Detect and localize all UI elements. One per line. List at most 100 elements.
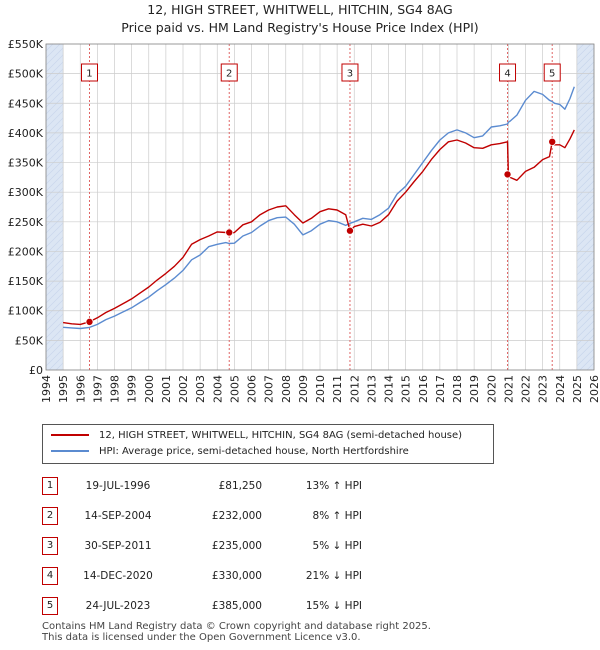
x-tick-label: 1994 bbox=[40, 375, 53, 403]
hatch-line bbox=[576, 47, 595, 66]
hatch-line bbox=[45, 75, 64, 94]
hatch-line bbox=[576, 334, 595, 353]
hatch-line bbox=[576, 271, 595, 290]
sale-number-badge: 5 bbox=[42, 597, 58, 615]
x-tick-label: 2008 bbox=[280, 375, 293, 403]
table-row: 4 14-DEC-2020 £330,000 21% ↓ HPI bbox=[42, 561, 362, 591]
hatch-line bbox=[576, 96, 595, 115]
y-tick-label: £500K bbox=[8, 68, 44, 81]
y-tick-label: £400K bbox=[8, 127, 44, 140]
x-tick-label: 2013 bbox=[365, 375, 378, 403]
x-tick-label: 2022 bbox=[520, 375, 533, 403]
hatch-line bbox=[576, 117, 595, 136]
sale-hpi-diff: 15% ↓ HPI bbox=[305, 600, 362, 612]
table-row: 5 24-JUL-2023 £385,000 15% ↓ HPI bbox=[42, 591, 362, 621]
hatch-line bbox=[48, 355, 64, 371]
sale-number-badge: 4 bbox=[42, 567, 58, 585]
legend-swatch-hpi bbox=[51, 450, 89, 452]
sale-marker-box bbox=[341, 63, 359, 82]
x-tick-label: 2004 bbox=[211, 375, 224, 403]
property-price-line bbox=[63, 129, 575, 326]
x-tick-label: 2003 bbox=[194, 375, 207, 403]
hatch-line bbox=[45, 117, 64, 136]
hatch-line bbox=[45, 187, 64, 206]
hatch-line bbox=[45, 54, 64, 73]
hatch-line bbox=[45, 215, 64, 234]
x-tick-label: 2014 bbox=[383, 375, 396, 403]
hatch-line bbox=[576, 264, 595, 283]
sale-number-badge: 2 bbox=[42, 507, 58, 525]
y-tick-label: £450K bbox=[8, 97, 44, 110]
sale-marker-label: 3 bbox=[347, 69, 353, 80]
sale-marker-label: 2 bbox=[226, 69, 232, 80]
x-tick-label: 2005 bbox=[228, 375, 241, 403]
hatch-line bbox=[45, 257, 64, 276]
hatch-line bbox=[45, 229, 64, 248]
sale-marker-box bbox=[499, 63, 517, 82]
hatch-line bbox=[45, 131, 64, 150]
x-tick-label: 2025 bbox=[571, 375, 584, 403]
hatch-line bbox=[576, 306, 595, 325]
x-tick-label: 2016 bbox=[417, 375, 430, 403]
x-tick-label: 2012 bbox=[348, 375, 361, 403]
hatch-line bbox=[576, 187, 595, 206]
hatch-line bbox=[45, 278, 64, 297]
sale-hpi-diff: 13% ↑ HPI bbox=[305, 480, 362, 492]
hatch-line bbox=[45, 320, 64, 339]
sale-number-badge: 1 bbox=[42, 477, 58, 495]
hatch-line bbox=[45, 313, 64, 332]
sale-marker-box bbox=[543, 63, 561, 82]
shaded-region bbox=[46, 44, 64, 370]
x-tick-label: 2023 bbox=[537, 375, 550, 403]
sale-marker-label: 1 bbox=[86, 69, 92, 80]
sale-point bbox=[548, 137, 557, 146]
y-tick-label: £0 bbox=[29, 364, 43, 377]
hatch-line bbox=[45, 145, 64, 164]
hatch-line bbox=[576, 327, 595, 346]
sale-price: £385,000 bbox=[211, 600, 262, 612]
x-tick-label: 2017 bbox=[434, 375, 447, 403]
footer-licence: This data is licensed under the Open Gov… bbox=[42, 632, 361, 643]
x-tick-label: 2007 bbox=[263, 375, 276, 403]
hatch-line bbox=[576, 138, 595, 157]
table-row: 3 30-SEP-2011 £235,000 5% ↓ HPI bbox=[42, 531, 362, 561]
plot-frame bbox=[45, 43, 595, 371]
y-tick-label: £350K bbox=[8, 157, 44, 170]
hatch-line bbox=[576, 243, 595, 262]
sale-price: £235,000 bbox=[211, 540, 262, 552]
hatch-line bbox=[576, 103, 595, 122]
hatch-line bbox=[45, 103, 64, 122]
chart-legend: 12, HIGH STREET, WHITWELL, HITCHIN, SG4 … bbox=[42, 424, 494, 464]
hatch-line bbox=[576, 229, 595, 248]
hatch-line bbox=[45, 271, 64, 290]
hatch-line bbox=[45, 334, 64, 353]
hatch-line bbox=[576, 313, 595, 332]
sale-point bbox=[225, 228, 234, 237]
sale-date: 30-SEP-2011 bbox=[84, 540, 152, 552]
hatch-line bbox=[576, 124, 595, 143]
chart-title-address: 12, HIGH STREET, WHITWELL, HITCHIN, SG4 … bbox=[147, 2, 453, 17]
hatch-line bbox=[45, 306, 64, 325]
x-tick-label: 2021 bbox=[502, 375, 515, 403]
hatch-line bbox=[45, 152, 64, 171]
hatch-line bbox=[576, 61, 595, 80]
hatch-line bbox=[45, 201, 64, 220]
y-tick-label: £50K bbox=[15, 334, 44, 347]
hatch-line bbox=[45, 243, 64, 262]
hatch-line bbox=[45, 173, 64, 192]
hatch-line bbox=[45, 61, 64, 80]
x-tick-label: 1997 bbox=[91, 375, 104, 403]
hatch-line bbox=[45, 341, 64, 360]
x-tick-label: 1995 bbox=[57, 375, 70, 403]
footer-copyright: Contains HM Land Registry data © Crown c… bbox=[42, 621, 431, 632]
hatch-line bbox=[576, 348, 595, 367]
hatch-line bbox=[576, 152, 595, 171]
sales-table: 1 19-JUL-1996 £81,250 13% ↑ HPI 2 14-SEP… bbox=[42, 471, 362, 621]
sale-marker-label: 4 bbox=[504, 69, 510, 80]
y-tick-label: £300K bbox=[8, 186, 44, 199]
hatch-line bbox=[45, 43, 61, 59]
hatch-line bbox=[576, 341, 595, 360]
hatch-line bbox=[576, 299, 595, 318]
sale-price: £330,000 bbox=[211, 570, 262, 582]
hatch-line bbox=[576, 215, 595, 234]
